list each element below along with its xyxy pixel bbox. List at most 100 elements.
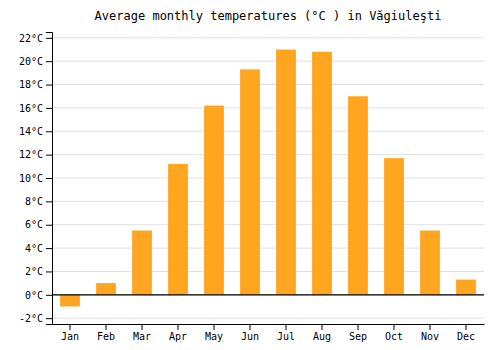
grid-line <box>52 318 484 319</box>
x-tick: Jun <box>241 324 259 342</box>
bar <box>240 69 260 294</box>
grid-line <box>52 271 484 272</box>
y-tick-mark <box>46 295 52 296</box>
y-tick-label: 2°C <box>25 266 43 277</box>
x-tick: Sep <box>349 324 367 342</box>
y-tick-mark <box>46 225 52 226</box>
x-tick-mark <box>142 324 143 330</box>
x-tick: May <box>205 324 223 342</box>
y-tick-label: 18°C <box>19 79 43 90</box>
y-tick: 16°C <box>19 103 52 114</box>
y-axis: -2°C 0°C 2°C 4°C 6°C 8°C 10°C 12°C 14°C 16°C 18°C 2… <box>19 33 53 325</box>
x-tick-label: Oct <box>385 331 403 342</box>
grid-line <box>52 154 484 155</box>
y-tick-mark <box>46 178 52 179</box>
x-tick-mark <box>214 324 215 330</box>
y-tick-label: -2°C <box>19 313 43 324</box>
x-tick-label: Jul <box>277 331 295 342</box>
x-tick-label: Aug <box>313 331 331 342</box>
grid-line <box>52 107 484 108</box>
y-tick: 22°C <box>19 33 52 44</box>
x-tick-mark <box>70 324 71 330</box>
y-tick: 10°C <box>19 173 52 184</box>
y-tick: -2°C <box>19 313 52 324</box>
y-tick-label: 0°C <box>25 290 43 301</box>
y-tick-label: 4°C <box>25 243 43 254</box>
chart: -2°C 0°C 2°C 4°C 6°C 8°C 10°C 12°C 14°C 16°C 18°C 2… <box>0 0 500 350</box>
y-tick-mark <box>46 61 52 62</box>
bars <box>60 50 476 307</box>
x-tick: Nov <box>421 324 439 342</box>
y-tick: 6°C <box>25 219 52 230</box>
y-tick: 0°C <box>25 290 52 301</box>
y-tick: 8°C <box>25 196 52 207</box>
grid-line <box>52 84 484 85</box>
x-tick-label: May <box>205 331 223 342</box>
x-tick-label: Mar <box>133 331 151 342</box>
x-tick: Jul <box>277 324 295 342</box>
y-tick-label: 12°C <box>19 149 43 160</box>
y-tick-label: 6°C <box>25 219 43 230</box>
bar <box>204 106 224 295</box>
x-tick-mark <box>466 324 467 330</box>
y-tick-mark <box>46 248 52 249</box>
y-tick-mark <box>46 201 52 202</box>
bar <box>276 50 296 295</box>
x-tick-label: Dec <box>457 331 475 342</box>
x-axis-line <box>53 324 485 325</box>
bar <box>96 283 116 295</box>
y-tick: 20°C <box>19 56 52 67</box>
x-tick-mark <box>358 324 359 330</box>
x-tick-mark <box>322 324 323 330</box>
y-tick-mark <box>46 271 52 272</box>
y-tick: 18°C <box>19 79 52 90</box>
x-tick-mark <box>106 324 107 330</box>
x-tick-label: Feb <box>97 331 115 342</box>
grid-line <box>52 178 484 179</box>
grid <box>52 38 484 318</box>
y-tick-label: 16°C <box>19 103 43 114</box>
bar <box>456 280 476 295</box>
x-axis: Jan Feb Mar Apr May Jun Jul Aug Sep Oct Nov Dec <box>53 324 485 342</box>
y-tick-label: 22°C <box>19 33 43 44</box>
bar <box>384 158 404 295</box>
y-tick: 14°C <box>19 126 52 137</box>
bar <box>312 52 332 295</box>
y-tick-label: 10°C <box>19 173 43 184</box>
x-tick-label: Jan <box>61 331 79 342</box>
grid-line <box>52 294 484 295</box>
grid-line <box>52 37 484 38</box>
grid-line <box>52 224 484 225</box>
x-tick-label: Nov <box>421 331 439 342</box>
x-tick-mark <box>178 324 179 330</box>
y-tick-mark <box>46 38 52 39</box>
bar <box>348 96 368 295</box>
grid-line <box>52 131 484 132</box>
y-tick-mark <box>46 131 52 132</box>
bar <box>420 231 440 295</box>
y-tick: 12°C <box>19 149 52 160</box>
x-tick: Jan <box>61 324 79 342</box>
x-tick-label: Sep <box>349 331 367 342</box>
x-tick: Mar <box>133 324 151 342</box>
x-tick: Apr <box>169 324 187 342</box>
bar <box>60 295 80 307</box>
grid-line <box>52 248 484 249</box>
x-tick: Dec <box>457 324 475 342</box>
y-tick-mark <box>46 155 52 156</box>
y-tick-label: 14°C <box>19 126 43 137</box>
x-tick: Oct <box>385 324 403 342</box>
y-tick: 4°C <box>25 243 52 254</box>
x-tick-mark <box>430 324 431 330</box>
y-tick-label: 8°C <box>25 196 43 207</box>
grid-line <box>52 61 484 62</box>
x-tick: Feb <box>97 324 115 342</box>
y-tick-mark <box>46 85 52 86</box>
y-tick-mark <box>46 318 52 319</box>
x-tick-mark <box>394 324 395 330</box>
bar <box>132 231 152 295</box>
x-tick-mark <box>250 324 251 330</box>
zero-line <box>52 294 484 295</box>
bar <box>168 164 188 295</box>
x-tick-mark <box>286 324 287 330</box>
